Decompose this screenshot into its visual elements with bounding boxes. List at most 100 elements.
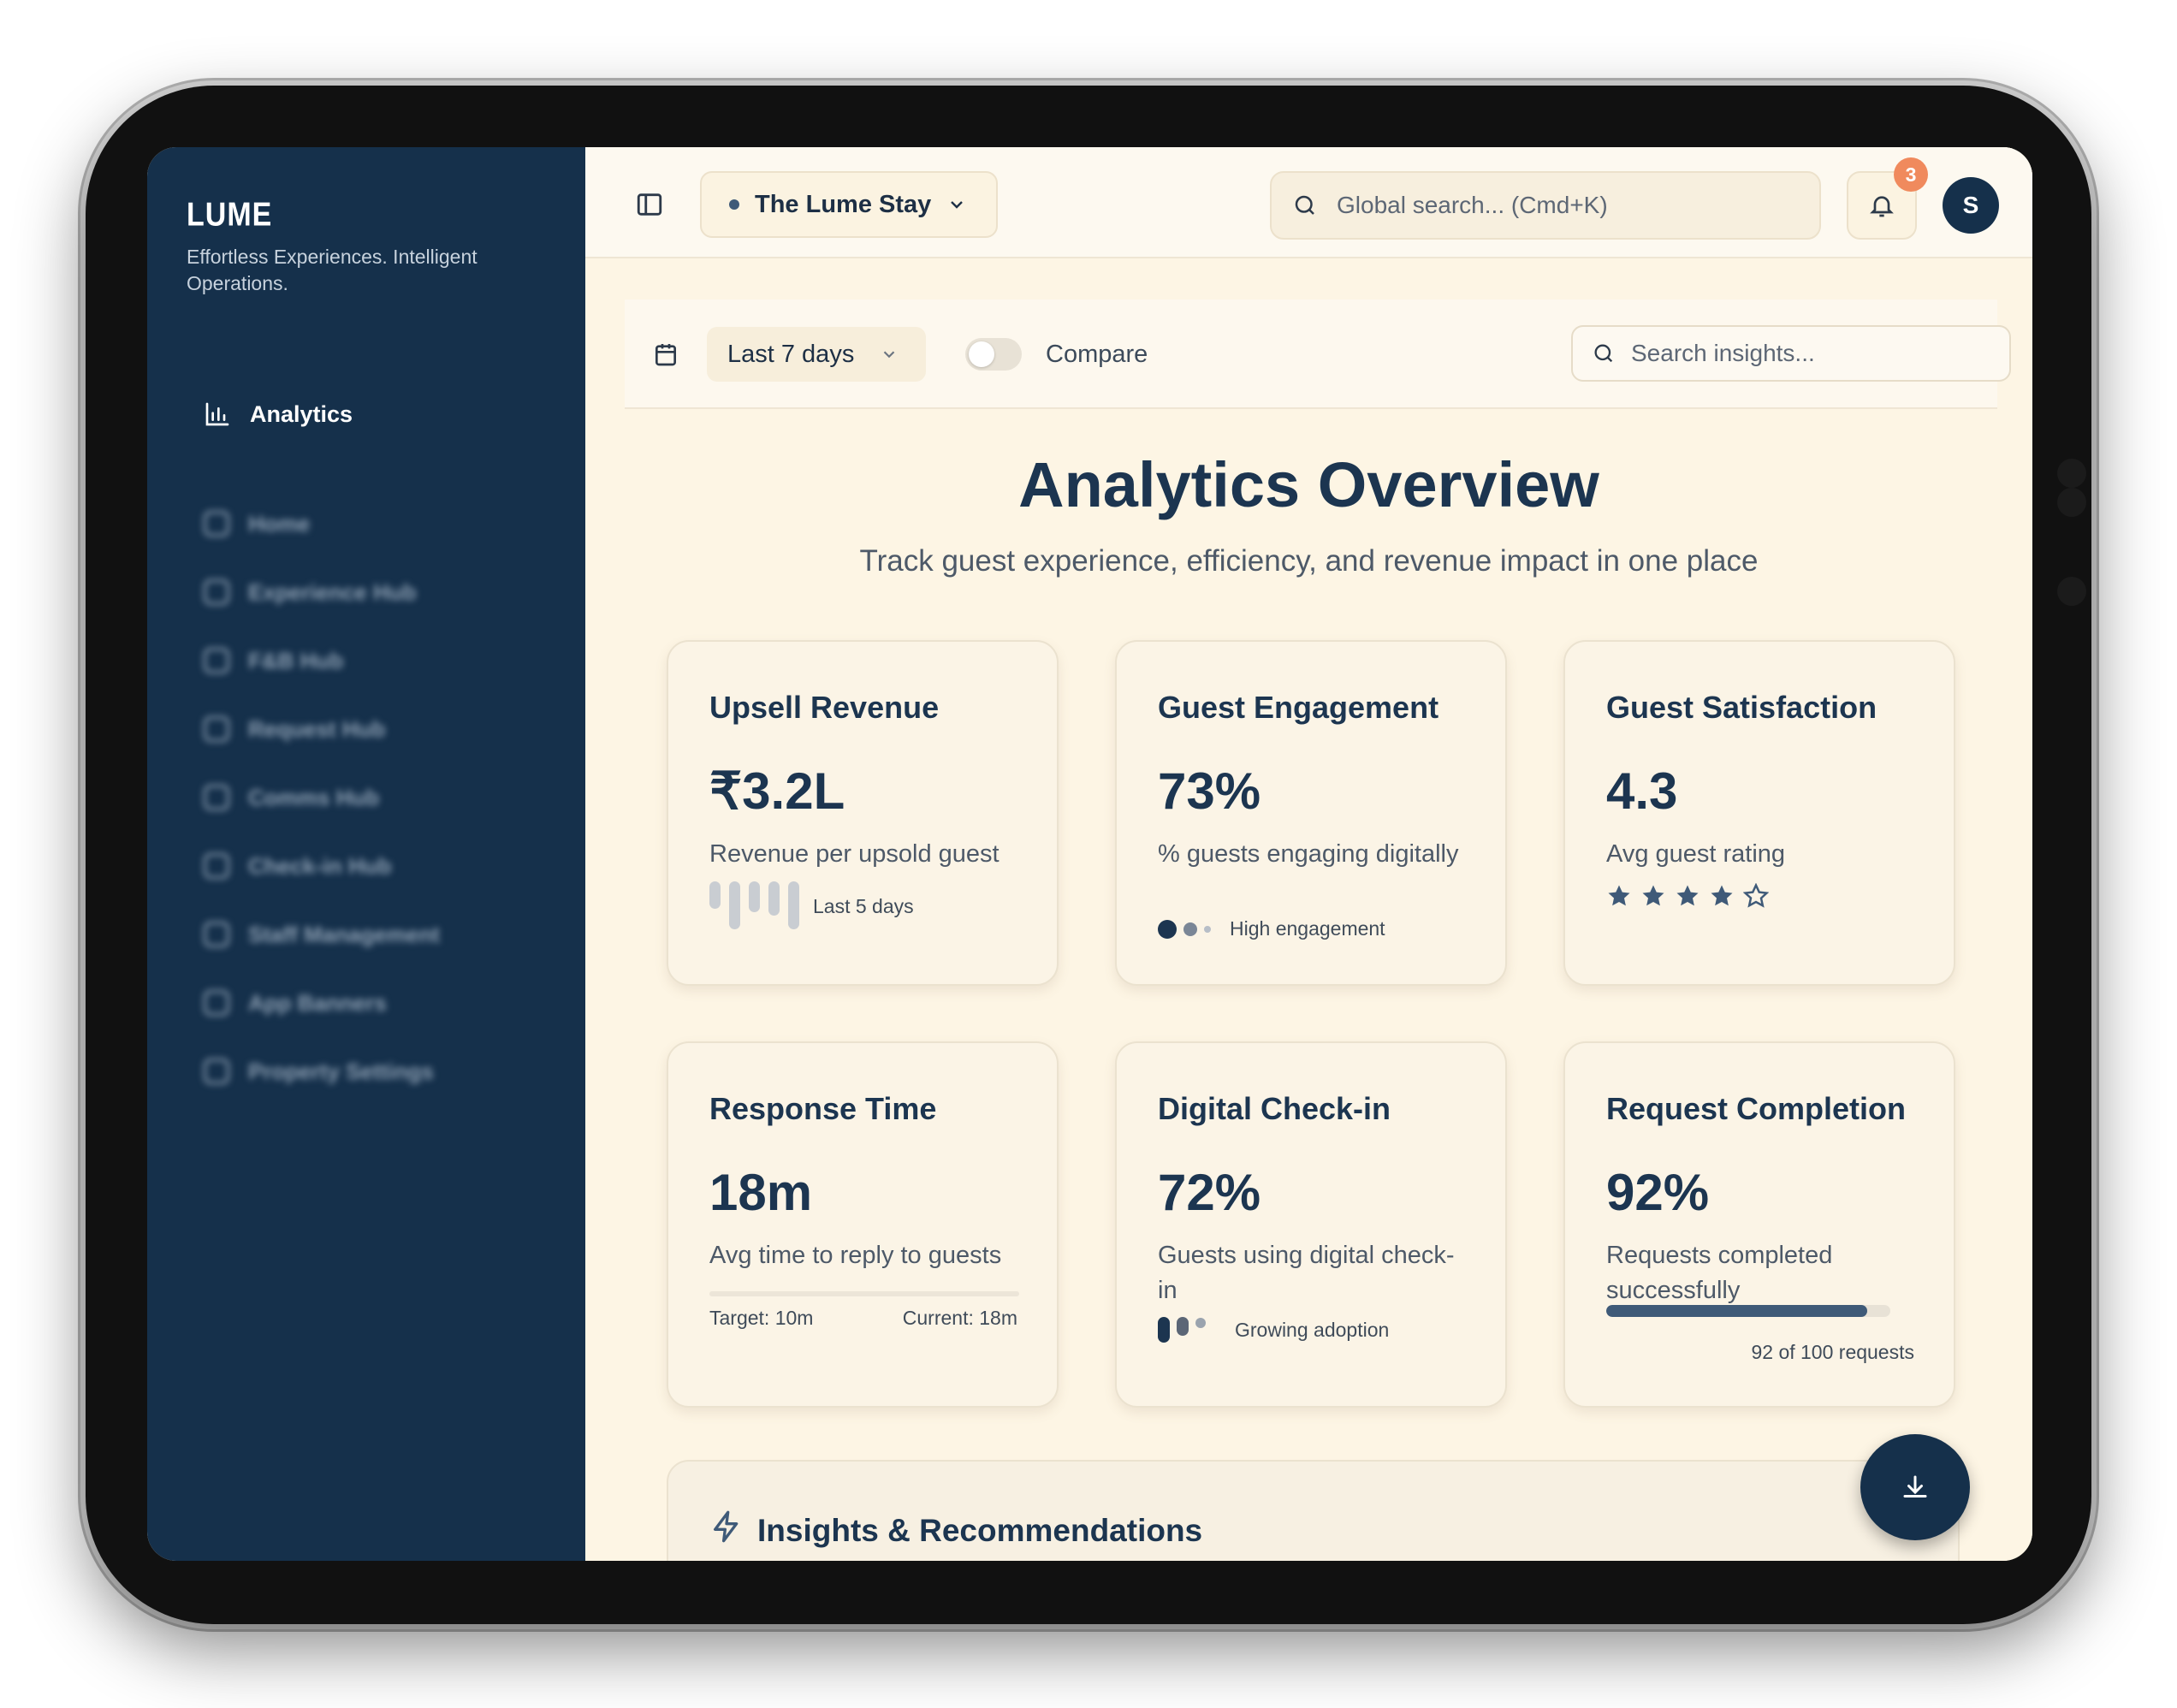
home-icon xyxy=(204,511,229,537)
card-value: 4.3 xyxy=(1606,762,1678,820)
sidebar-item-experience-hub[interactable]: Experience Hub xyxy=(204,558,440,626)
target-label: Target: 10m xyxy=(709,1307,814,1329)
card-title: Request Completion xyxy=(1606,1091,1907,1126)
sidebar-item-label: Property Settings xyxy=(248,1058,434,1084)
kpi-card-response-time[interactable]: Response Time 18m Avg time to reply to g… xyxy=(667,1041,1059,1408)
sidebar-item-staff-management[interactable]: Staff Management xyxy=(204,900,440,969)
chat-icon xyxy=(204,785,229,810)
device-button xyxy=(2057,459,2086,488)
insights-panel: Insights & Recommendations xyxy=(667,1460,1960,1561)
sidebar-item-label: Check-in Hub xyxy=(248,852,392,879)
indicator-bar xyxy=(1177,1317,1189,1336)
sidebar-item-app-banners[interactable]: App Banners xyxy=(204,969,440,1037)
main-content: The Lume Stay Global search... (Cmd+K) 3… xyxy=(585,147,2032,1561)
global-search-placeholder: Global search... (Cmd+K) xyxy=(1337,192,1608,218)
sidebar-item-label: F&B Hub xyxy=(248,647,344,673)
indicator-dot xyxy=(1204,925,1211,933)
card-value: 72% xyxy=(1158,1164,1261,1221)
app-screen: LUME Effortless Experiences. Intelligent… xyxy=(147,147,2032,1561)
star-filled-icon xyxy=(1711,885,1733,906)
brand: LUME Effortless Experiences. Intelligent… xyxy=(187,196,555,297)
brand-logo[interactable]: LUME xyxy=(187,196,273,234)
progress-bar xyxy=(1606,1305,1890,1317)
page-subtitle: Track guest experience, efficiency, and … xyxy=(859,544,1759,578)
card-title: Upsell Revenue xyxy=(709,690,940,725)
sidebar-item-property-settings[interactable]: Property Settings xyxy=(204,1037,440,1106)
mini-bar xyxy=(749,881,760,912)
sidebar-item-check-in-hub[interactable]: Check-in Hub xyxy=(204,832,440,900)
insights-search-input[interactable]: Search insights... xyxy=(1571,325,2011,382)
card-footnote: Growing adoption xyxy=(1235,1318,1390,1341)
indicator-dot xyxy=(1183,922,1197,936)
compare-toggle[interactable] xyxy=(965,338,1022,371)
search-icon xyxy=(1295,195,1314,215)
sidebar-item-label: App Banners xyxy=(248,989,387,1016)
brand-tagline: Effortless Experiences. Intelligent Oper… xyxy=(187,246,478,294)
card-title: Guest Engagement xyxy=(1158,690,1439,725)
sidebar-item-request-hub[interactable]: Request Hub xyxy=(204,695,440,763)
sidebar-item-fnb-hub[interactable]: F&B Hub xyxy=(204,626,440,695)
card-description: Avg guest rating xyxy=(1606,840,1786,868)
card-footnote: High engagement xyxy=(1230,917,1385,940)
calendar-icon xyxy=(655,344,676,366)
kpi-card-guest-satisfaction[interactable]: Guest Satisfaction 4.3 Avg guest rating xyxy=(1563,640,1955,986)
filter-bar: Last 7 days Compare Search insights... xyxy=(625,299,2011,409)
card-description: Guests using digital check-in xyxy=(1158,1242,1455,1304)
current-label: Current: 18m xyxy=(902,1307,1017,1329)
insights-search-placeholder: Search insights... xyxy=(1631,340,1815,366)
sparkle-icon xyxy=(204,579,229,605)
card-value: 92% xyxy=(1606,1164,1710,1221)
card-title: Digital Check-in xyxy=(1158,1091,1391,1126)
sidebar-item-label: Experience Hub xyxy=(248,578,417,605)
top-bar: The Lume Stay Global search... (Cmd+K) 3… xyxy=(585,147,2032,258)
target-track xyxy=(709,1291,1019,1296)
card-title: Response Time xyxy=(709,1091,937,1126)
card-value: ₹3.2L xyxy=(709,762,845,820)
mini-bar xyxy=(729,881,740,929)
users-icon xyxy=(204,922,229,947)
device-button xyxy=(2057,488,2086,517)
gear-icon xyxy=(204,1059,229,1084)
sidebar-item-comms-hub[interactable]: Comms Hub xyxy=(204,763,440,832)
kpi-card-guest-engagement[interactable]: Guest Engagement 73% % guests engaging d… xyxy=(1115,640,1507,986)
sidebar-item-label: Request Hub xyxy=(248,715,386,742)
mini-bar-chart: Last 5 days xyxy=(709,881,914,929)
indicator-dot xyxy=(1158,919,1177,939)
star-filled-icon xyxy=(1608,885,1630,906)
sidebar-item-analytics[interactable]: Analytics xyxy=(204,400,353,428)
kpi-card-upsell-revenue[interactable]: Upsell Revenue ₹3.2L Revenue per upsold … xyxy=(667,640,1059,986)
sidebar-toggle-icon[interactable] xyxy=(635,190,664,219)
clock-icon xyxy=(204,716,229,742)
progress-label: 92 of 100 requests xyxy=(1751,1341,1914,1363)
kpi-card-digital-check-in[interactable]: Digital Check-in 72% Guests using digita… xyxy=(1115,1041,1507,1408)
star-outline-icon xyxy=(1743,883,1769,908)
adoption-indicator: Growing adoption xyxy=(1158,1317,1389,1343)
lightning-icon xyxy=(714,1510,739,1543)
notification-badge: 3 xyxy=(1894,157,1928,192)
user-check-icon xyxy=(204,853,229,879)
property-selector[interactable]: The Lume Stay xyxy=(700,171,998,238)
status-dot xyxy=(729,199,739,210)
kpi-card-request-completion[interactable]: Request Completion 92% Requests complete… xyxy=(1563,1041,1955,1408)
download-button[interactable] xyxy=(1860,1434,1970,1540)
date-range-select[interactable]: Last 7 days xyxy=(707,327,926,382)
sidebar-item-home[interactable]: Home xyxy=(204,489,440,558)
card-description: Avg time to reply to guests xyxy=(709,1242,1002,1269)
sidebar-item-label: Home xyxy=(248,510,311,537)
search-icon xyxy=(1594,344,1613,363)
global-search-input[interactable]: Global search... (Cmd+K) xyxy=(1270,171,1821,240)
indicator-dot xyxy=(1195,1318,1206,1328)
card-value: 18m xyxy=(709,1164,813,1221)
date-range-value: Last 7 days xyxy=(727,340,855,368)
avatar[interactable]: S xyxy=(1943,177,1999,234)
sidebar-item-label: Comms Hub xyxy=(248,784,380,810)
star-filled-icon xyxy=(1642,885,1664,906)
sidebar: LUME Effortless Experiences. Intelligent… xyxy=(147,147,585,1561)
bar-chart-icon xyxy=(205,402,229,426)
toggle-knob xyxy=(969,341,994,367)
mini-bar xyxy=(788,881,799,929)
card-description: Requests completed successfully xyxy=(1606,1242,1833,1304)
engagement-indicator: High engagement xyxy=(1158,917,1385,940)
image-icon xyxy=(204,990,229,1016)
indicator-bar xyxy=(1158,1317,1170,1343)
